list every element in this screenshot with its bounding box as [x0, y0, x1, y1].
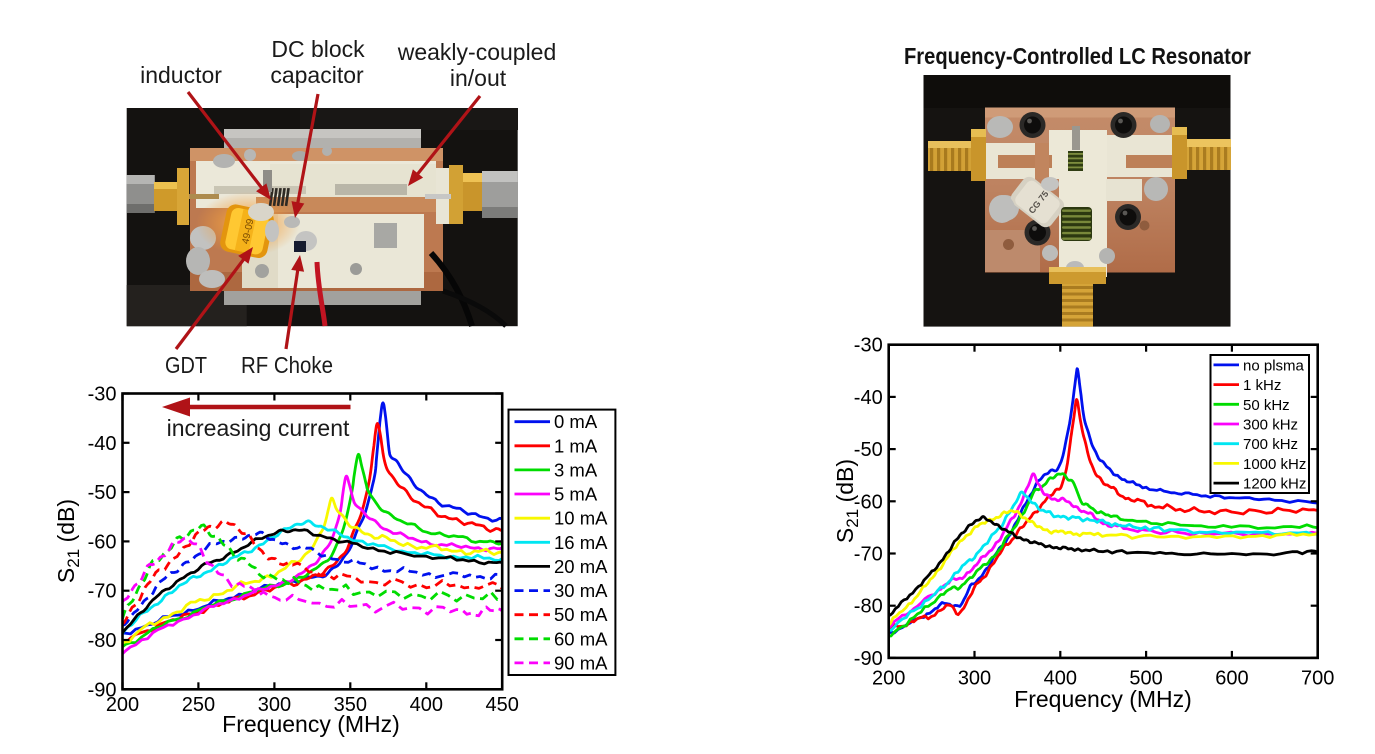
svg-text:-40: -40	[88, 433, 117, 455]
svg-text:S21 (dB): S21 (dB)	[53, 499, 83, 583]
svg-text:10 mA: 10 mA	[554, 508, 608, 529]
svg-text:RF Choke: RF Choke	[241, 352, 333, 378]
svg-text:-30: -30	[88, 384, 117, 406]
svg-text:-40: -40	[854, 387, 883, 409]
svg-text:350: 350	[334, 694, 367, 716]
svg-text:no plsma: no plsma	[1243, 357, 1305, 374]
svg-text:700 kHz: 700 kHz	[1243, 436, 1298, 453]
svg-text:250: 250	[182, 694, 215, 716]
svg-text:-80: -80	[854, 596, 883, 618]
svg-text:capacitor: capacitor	[270, 62, 364, 88]
svg-text:-50: -50	[88, 482, 117, 504]
svg-text:-60: -60	[88, 531, 117, 553]
svg-text:300 kHz: 300 kHz	[1243, 417, 1298, 434]
svg-text:600: 600	[1215, 667, 1248, 689]
svg-text:-90: -90	[88, 679, 117, 701]
svg-text:50 mA: 50 mA	[554, 604, 608, 625]
svg-text:1 mA: 1 mA	[554, 435, 598, 456]
svg-text:1000 kHz: 1000 kHz	[1243, 456, 1306, 473]
svg-text:GDT: GDT	[165, 352, 207, 378]
svg-text:5 mA: 5 mA	[554, 484, 598, 505]
svg-text:200: 200	[872, 667, 905, 689]
svg-text:-50: -50	[854, 439, 883, 461]
svg-text:20 mA: 20 mA	[554, 556, 608, 577]
svg-text:0 mA: 0 mA	[554, 411, 598, 432]
svg-text:-70: -70	[88, 581, 117, 603]
svg-text:-80: -80	[88, 630, 117, 652]
svg-text:16 mA: 16 mA	[554, 532, 608, 553]
svg-text:60 mA: 60 mA	[554, 628, 608, 649]
svg-text:300: 300	[958, 667, 991, 689]
svg-text:200: 200	[106, 694, 139, 716]
svg-text:-90: -90	[854, 648, 883, 670]
svg-text:Frequency (MHz): Frequency (MHz)	[1014, 686, 1192, 712]
svg-text:400: 400	[1044, 667, 1077, 689]
svg-text:increasing current: increasing current	[167, 415, 350, 441]
svg-text:1200 kHz: 1200 kHz	[1243, 476, 1306, 493]
svg-text:Frequency-Controlled LC Resona: Frequency-Controlled LC Resonator	[904, 43, 1251, 69]
svg-text:-30: -30	[854, 335, 883, 357]
svg-text:in/out: in/out	[450, 65, 507, 91]
svg-text:-70: -70	[854, 544, 883, 566]
svg-text:400: 400	[410, 694, 443, 716]
svg-text:50 kHz: 50 kHz	[1243, 397, 1290, 414]
svg-text:-60: -60	[854, 491, 883, 513]
svg-text:3 mA: 3 mA	[554, 459, 598, 480]
svg-text:500: 500	[1129, 667, 1162, 689]
svg-text:90 mA: 90 mA	[554, 652, 608, 673]
svg-text:S21 (dB): S21 (dB)	[832, 459, 862, 543]
svg-text:weakly-coupled: weakly-coupled	[397, 39, 557, 65]
svg-text:300: 300	[258, 694, 291, 716]
svg-text:700: 700	[1301, 667, 1334, 689]
svg-text:DC block: DC block	[271, 36, 365, 62]
svg-text:Frequency (MHz): Frequency (MHz)	[222, 711, 400, 737]
svg-text:inductor: inductor	[140, 62, 222, 88]
svg-text:450: 450	[486, 694, 519, 716]
svg-text:30 mA: 30 mA	[554, 580, 608, 601]
svg-text:1 kHz: 1 kHz	[1243, 377, 1281, 394]
svg-text:49-09: 49-09	[240, 217, 256, 245]
